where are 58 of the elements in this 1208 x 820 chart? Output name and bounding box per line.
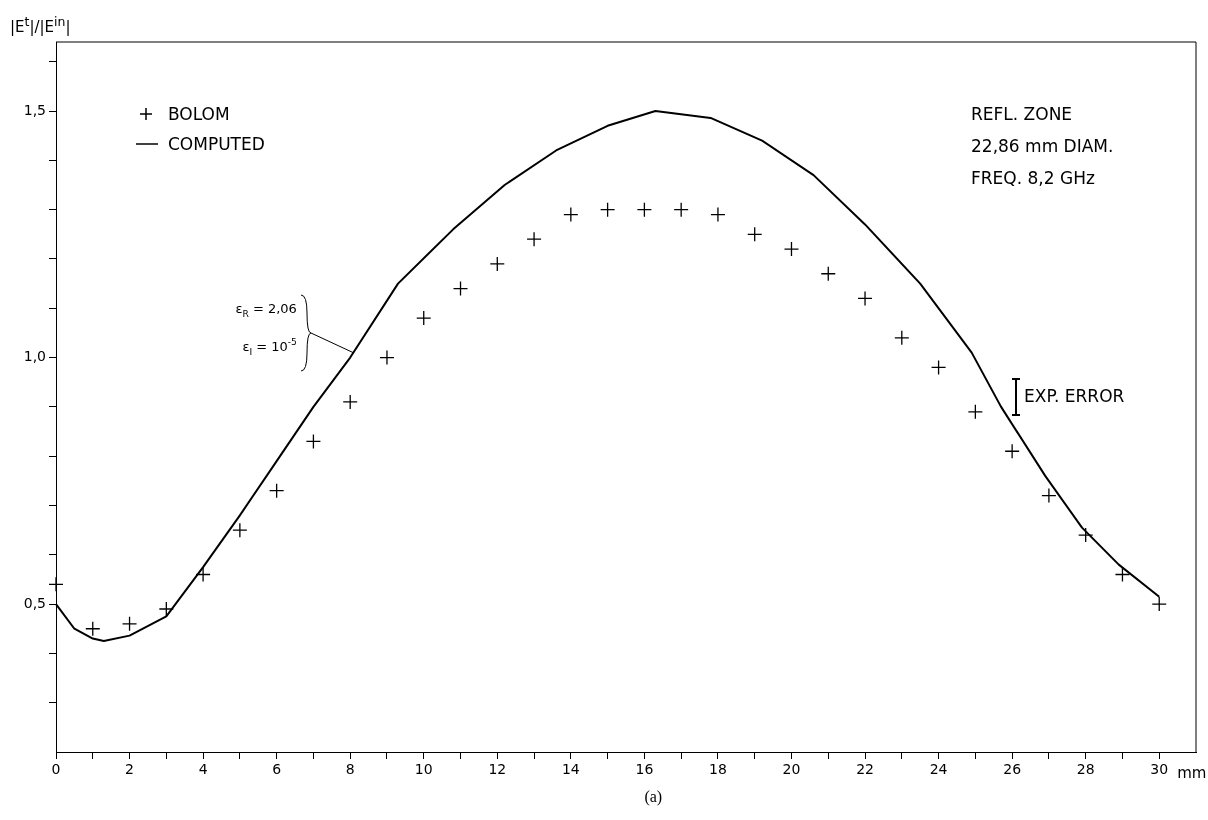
x-tick-label: 12 [488, 761, 507, 778]
point [85, 621, 101, 637]
text: (a) [644, 788, 663, 806]
point [599, 201, 616, 218]
point [1151, 596, 1167, 612]
point [967, 404, 984, 420]
x-tick-label: 30 [1150, 761, 1169, 778]
point [1114, 566, 1131, 583]
point [121, 616, 138, 632]
x-tick-label: 22 [856, 761, 874, 778]
point [158, 601, 174, 617]
point [416, 310, 432, 326]
point [489, 256, 505, 272]
point [342, 394, 358, 410]
x-tick-label: 10 [414, 761, 433, 778]
point [673, 201, 689, 218]
annotation: REFL. ZONE [971, 104, 1073, 124]
point [783, 241, 800, 257]
y-axis-title: |E$^{t}$|/|E$^{in}$| [10, 13, 71, 37]
x-tick-label: 8 [345, 761, 355, 778]
point [710, 206, 726, 223]
y-tick-label: 1,5 [23, 101, 46, 118]
point [452, 280, 469, 297]
x-tick-label: 18 [709, 761, 727, 778]
point [232, 522, 248, 538]
x-tick-label: 0 [51, 761, 61, 778]
y-tick-label: 0,5 [23, 594, 46, 611]
x-axis-title: mm [1177, 764, 1207, 782]
x-tick-label: 20 [782, 761, 801, 778]
x-tick-label: 28 [1076, 761, 1095, 778]
x-tick-label: 24 [929, 761, 948, 778]
annotation: EXP. ERROR [1024, 386, 1125, 406]
point [1041, 487, 1057, 504]
y-tick-label: 1,0 [23, 348, 46, 365]
x-tick-label: 4 [198, 761, 208, 778]
point [857, 290, 873, 307]
x-tick-label: 16 [635, 761, 654, 778]
point [894, 330, 910, 346]
point [269, 483, 285, 499]
annotation: 22,86 mm DIAM. [971, 136, 1114, 156]
annotation: FREQ. 8,2 GHz [971, 168, 1095, 188]
point [379, 349, 395, 366]
point [526, 231, 542, 247]
x-tick-label: 6 [272, 761, 282, 778]
point [1004, 443, 1020, 459]
point [747, 226, 763, 242]
legend-label: COMPUTED [168, 134, 265, 154]
point [305, 433, 322, 450]
x-tick-label: 14 [561, 761, 580, 778]
x-tick-label: 2 [125, 761, 135, 778]
point [820, 266, 836, 282]
legend-label: BOLOM [168, 104, 230, 124]
point [195, 566, 211, 583]
point [636, 201, 653, 218]
point [1078, 527, 1094, 543]
point [563, 206, 579, 223]
x-tick-label: 26 [1003, 761, 1022, 778]
point [930, 359, 947, 376]
